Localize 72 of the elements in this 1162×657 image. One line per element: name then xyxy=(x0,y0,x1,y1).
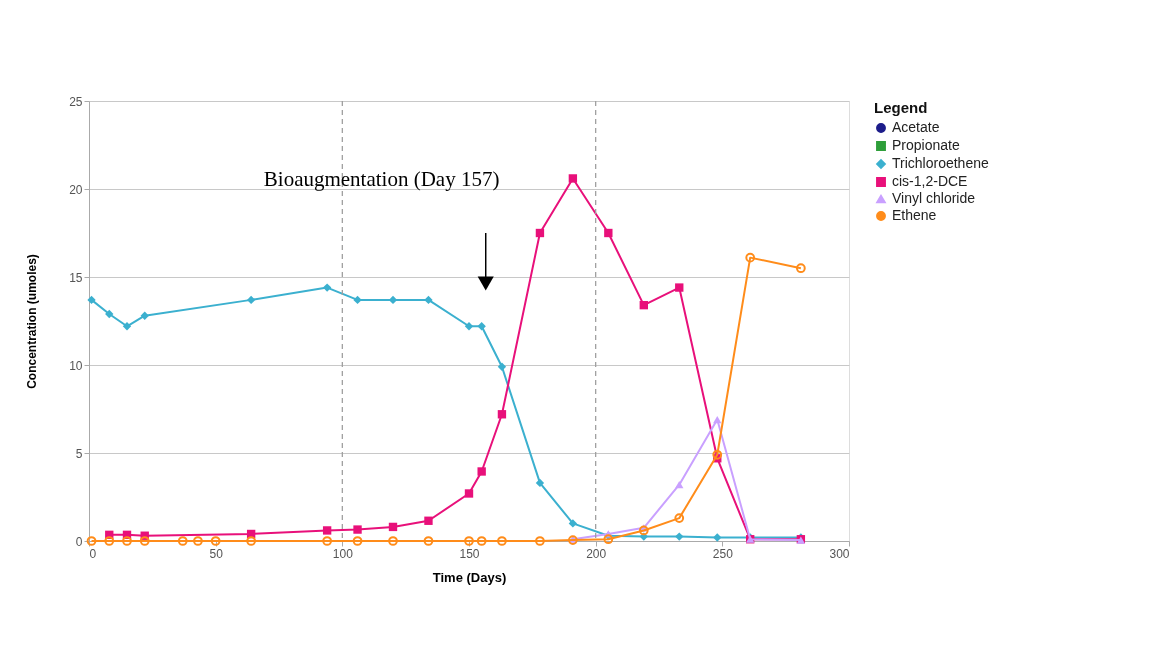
x-tick-label: 50 xyxy=(209,546,224,561)
point xyxy=(535,536,545,546)
point xyxy=(535,228,545,238)
point xyxy=(477,322,486,331)
point xyxy=(568,519,578,528)
point xyxy=(497,410,507,419)
x-tick-label: 150 xyxy=(459,546,480,561)
legend-label: Propionate xyxy=(892,137,960,153)
point xyxy=(87,295,96,305)
point xyxy=(423,536,434,546)
point xyxy=(497,362,507,371)
point xyxy=(464,536,474,546)
point xyxy=(424,516,433,525)
annotation: Bioaugmentation (Day 157) xyxy=(263,167,500,192)
y-tick-label: 0 xyxy=(75,534,83,549)
point xyxy=(388,536,398,546)
y-tick-label: 15 xyxy=(69,270,83,285)
point xyxy=(535,478,545,488)
y-tick-label: 5 xyxy=(75,446,83,461)
point xyxy=(353,295,362,305)
x-tick-label: 300 xyxy=(829,546,850,561)
point xyxy=(193,536,203,546)
point xyxy=(177,536,188,546)
point xyxy=(713,533,722,542)
point xyxy=(675,481,684,489)
y-axis-title: Concentration (umoles) xyxy=(25,254,40,389)
point xyxy=(139,536,150,546)
point xyxy=(604,228,613,238)
point xyxy=(497,536,507,546)
point xyxy=(603,534,614,545)
point xyxy=(140,311,149,320)
point xyxy=(322,526,332,535)
point xyxy=(104,536,115,546)
point xyxy=(246,295,256,305)
legend-title: Legend xyxy=(874,99,928,116)
legend-label: Vinyl chloride xyxy=(892,190,976,206)
x-axis-title: Time (Days) xyxy=(432,569,507,585)
y-tick-label: 10 xyxy=(69,358,83,373)
point xyxy=(210,536,221,546)
point xyxy=(675,283,684,292)
point xyxy=(674,513,685,523)
point xyxy=(105,309,114,319)
point xyxy=(352,536,363,546)
point xyxy=(464,322,474,331)
point xyxy=(122,536,132,546)
point xyxy=(675,532,684,541)
point xyxy=(477,467,486,476)
point xyxy=(424,295,433,305)
point xyxy=(246,536,257,546)
point xyxy=(476,536,487,546)
point xyxy=(122,322,132,331)
point xyxy=(712,449,723,460)
y-tick-label: 25 xyxy=(69,94,83,109)
point xyxy=(322,283,332,292)
y-tick-label: 20 xyxy=(69,182,83,197)
legend-label: Trichloroethene xyxy=(892,155,989,171)
x-tick-label: 100 xyxy=(332,546,354,561)
x-tick-label: 250 xyxy=(712,546,734,561)
point xyxy=(388,522,398,532)
x-tick-label: 0 xyxy=(89,546,97,561)
point xyxy=(464,489,474,498)
legend-label: Ethene xyxy=(892,207,937,223)
point xyxy=(745,252,756,263)
point xyxy=(353,525,362,534)
legend-label: cis-1,2-DCE xyxy=(892,173,968,189)
point xyxy=(322,536,333,546)
point xyxy=(639,300,648,310)
legend-label: Acetate xyxy=(892,119,940,135)
point xyxy=(638,525,649,536)
point xyxy=(568,174,578,183)
point xyxy=(713,415,722,424)
x-tick-label: 200 xyxy=(586,546,607,561)
